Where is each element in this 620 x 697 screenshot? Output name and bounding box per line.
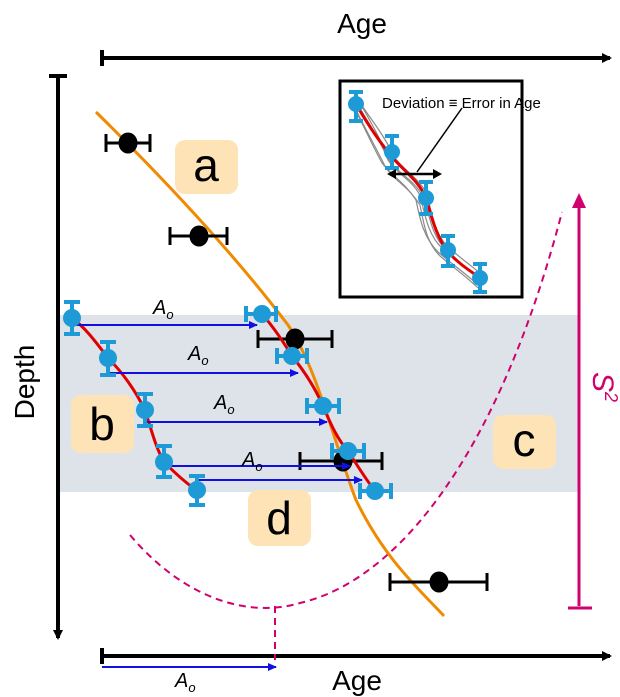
inset-point	[348, 90, 364, 123]
inset-point	[440, 234, 456, 268]
record-point	[63, 300, 81, 336]
variance-curve	[129, 211, 563, 609]
inset-point	[418, 180, 434, 216]
control-point	[168, 225, 229, 247]
control-point	[256, 328, 334, 350]
inset-points	[348, 90, 488, 294]
offset-arrows	[72, 321, 363, 671]
bottom-age-axis: Age	[100, 648, 612, 696]
shifted-point	[358, 482, 393, 500]
svg-text:a: a	[193, 139, 219, 191]
inset-panel: Deviation ≡ Error in Age	[338, 79, 541, 299]
shifted-blue-points	[244, 305, 393, 500]
svg-text:d: d	[266, 492, 292, 544]
offset-label: Ao	[213, 392, 235, 417]
region-label-c: c	[493, 414, 556, 469]
shifted-point	[330, 442, 366, 460]
svg-text:b: b	[89, 398, 115, 450]
depth-axis-title: Depth	[9, 345, 40, 420]
region-label-d: d	[248, 490, 311, 546]
top-axis-title: Age	[337, 8, 387, 39]
record-point	[99, 340, 117, 377]
age-model-curve	[94, 110, 446, 618]
offset-label: Ao	[241, 449, 263, 474]
offset-label: Ao	[152, 297, 174, 322]
shifted-point	[305, 397, 341, 415]
top-age-axis: Age	[100, 8, 612, 66]
offset-labels: Ao Ao Ao Ao Ao	[152, 297, 263, 695]
inset-caption: Deviation ≡ Error in Age	[382, 95, 541, 112]
region-label-b: b	[71, 395, 134, 453]
record-point	[136, 392, 154, 428]
record-point	[155, 444, 173, 479]
control-point	[388, 571, 489, 593]
inset-point	[472, 262, 488, 294]
deviation-arrow	[387, 107, 463, 179]
variance-symbol: S2	[586, 372, 620, 402]
depth-axis: Depth	[9, 74, 67, 640]
control-point	[104, 132, 152, 154]
variance-arrow: S2	[568, 193, 620, 610]
blue-points	[63, 300, 206, 507]
bottom-axis-title: Age	[332, 665, 382, 696]
variance-superscript: 2	[601, 391, 620, 402]
inset-point	[384, 134, 400, 170]
region-label-a: a	[175, 139, 238, 194]
record-point	[188, 474, 206, 507]
svg-text:c: c	[513, 414, 536, 466]
offset-label: Ao	[174, 670, 196, 695]
offset-label: Ao	[187, 343, 209, 368]
shifted-point	[244, 305, 278, 323]
shifted-point	[275, 347, 309, 365]
